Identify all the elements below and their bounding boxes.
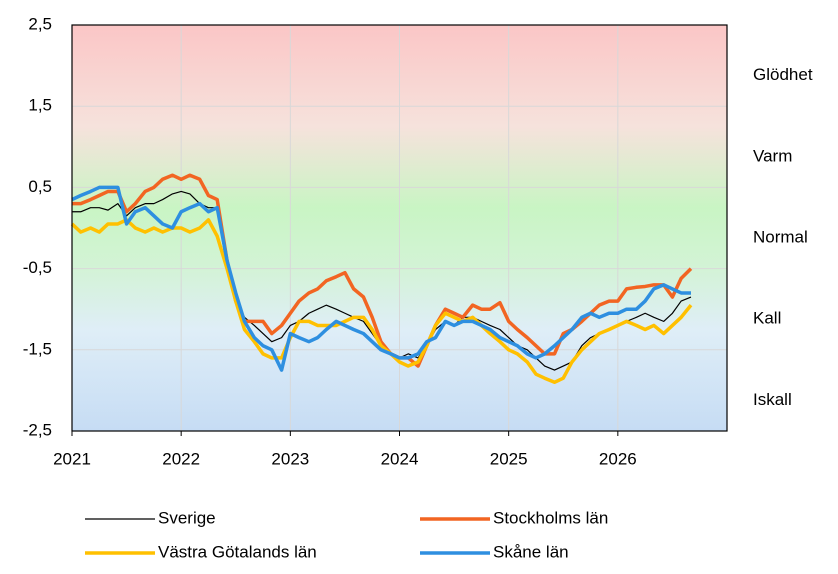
plot-frame — [71, 24, 728, 432]
y-tick-label: -0,5 — [23, 258, 52, 277]
legend-label: Västra Götalands län — [158, 542, 317, 561]
y-tick-label: -2,5 — [23, 420, 52, 439]
y-tick-label: -1,5 — [23, 339, 52, 358]
x-tick-label: 2021 — [53, 449, 91, 468]
series-line — [70, 218, 693, 385]
legend-label: Stockholms län — [493, 508, 608, 527]
y-tick-label: 1,5 — [28, 96, 52, 115]
zone-label: Kall — [753, 309, 781, 328]
y-tick-label: 0,5 — [28, 177, 52, 196]
zone-label: Glödhet — [753, 65, 813, 84]
zone-label: Varm — [753, 146, 792, 165]
legend-label: Sverige — [158, 508, 216, 527]
zone-label: Iskall — [753, 390, 792, 409]
series-line — [71, 185, 691, 372]
y-tick-label: 2,5 — [28, 14, 52, 33]
zone-label: Normal — [753, 227, 808, 246]
x-tick-label: 2024 — [381, 449, 419, 468]
x-tick-label: 2022 — [162, 449, 200, 468]
x-tick-label: 2025 — [490, 449, 528, 468]
x-tick-label: 2026 — [599, 449, 637, 468]
x-tick-label: 2023 — [271, 449, 309, 468]
legend-label: Skåne län — [493, 542, 569, 561]
